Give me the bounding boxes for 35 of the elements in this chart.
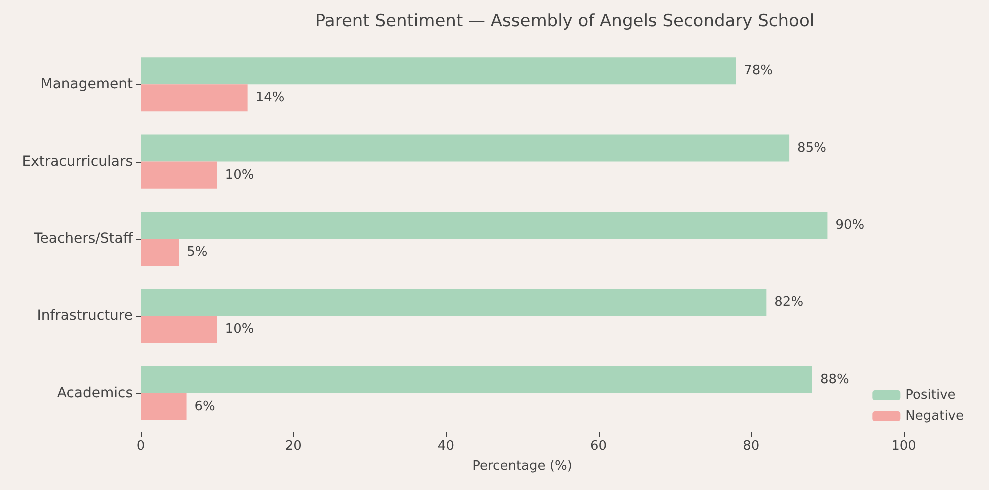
bar [141, 134, 790, 162]
bar [141, 393, 187, 420]
data-label: 82% [774, 295, 804, 310]
data-label: 90% [836, 218, 865, 233]
x-tick-label: 40 [438, 439, 454, 454]
data-label: 6% [194, 399, 216, 414]
y-tick-label: Academics [57, 385, 133, 402]
data-label: 10% [225, 168, 254, 183]
bar [141, 239, 180, 266]
chart-title: Parent Sentiment — Assembly of Angels Secondary School [315, 12, 815, 32]
bar [141, 84, 248, 112]
data-label: 14% [256, 90, 285, 106]
y-tick-label: Teachers/Staff [33, 231, 134, 247]
data-label: 10% [225, 322, 254, 338]
x-tick-label: 60 [590, 439, 608, 454]
x-tick-label: 0 [136, 439, 146, 454]
bar [141, 316, 218, 344]
data-label: 5% [187, 245, 208, 260]
data-label: 85% [798, 140, 826, 156]
x-tick-label: 100 [892, 439, 916, 454]
x-axis-title: Percentage (%) [472, 459, 572, 474]
y-tick-label: Extracurriculars [22, 154, 133, 170]
x-tick-label: 80 [743, 439, 760, 454]
y-tick-label: Management [40, 76, 134, 93]
bar [141, 289, 767, 316]
legend-label: Negative [906, 409, 964, 424]
data-label: 88% [820, 372, 850, 388]
y-tick-label: Infrastructure [37, 308, 133, 324]
bar [141, 162, 218, 189]
legend-label: Positive [906, 388, 956, 403]
bar [141, 58, 736, 85]
x-tick-label: 20 [285, 439, 302, 454]
bar [141, 366, 812, 394]
bar [141, 212, 828, 239]
data-label: 78% [744, 64, 774, 79]
